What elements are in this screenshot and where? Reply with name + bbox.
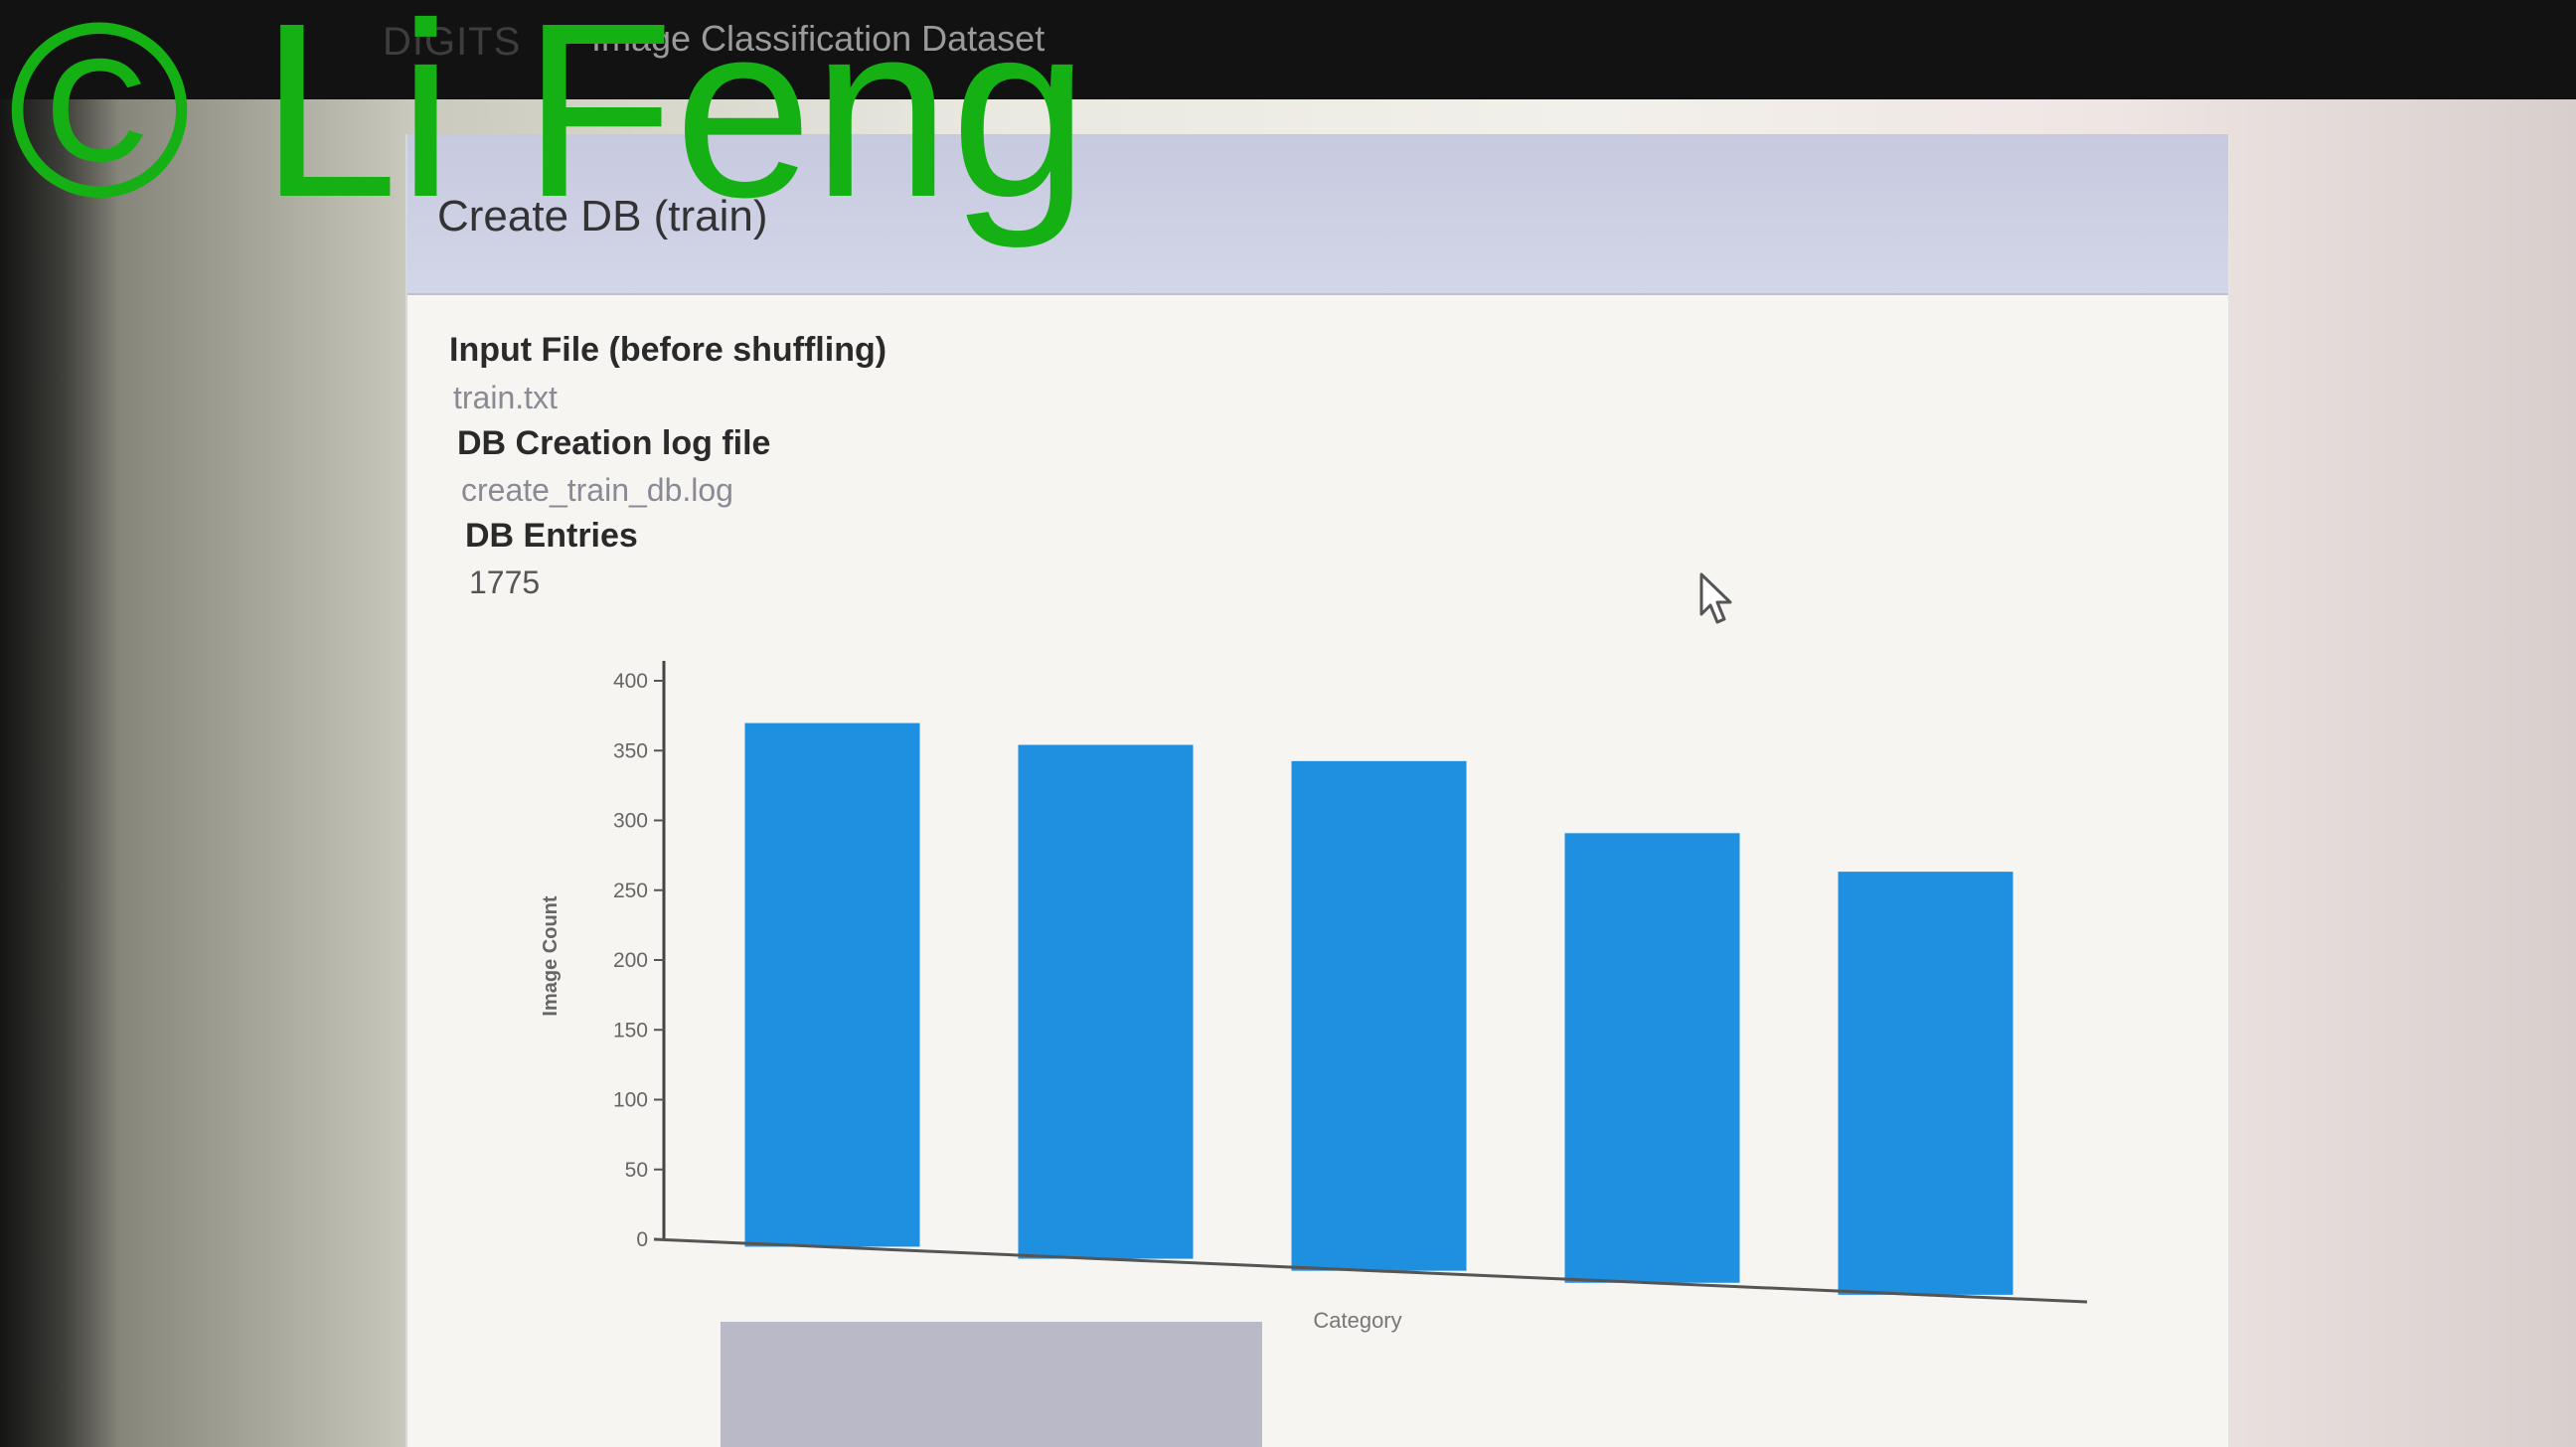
y-tick-label: 400 <box>613 670 648 693</box>
panel-title: Create DB (train) <box>437 192 768 241</box>
x-axis-line <box>653 1237 2088 1304</box>
input-file-label: Input File (before shuffling) <box>449 331 887 369</box>
y-tick-label: 300 <box>613 810 648 833</box>
y-tick-label: 350 <box>613 739 648 762</box>
y-tick-label: 150 <box>613 1019 648 1042</box>
y-tick-label: 0 <box>636 1228 648 1251</box>
y-axis-ticks: 0 50 100 150 200 250 300 350 400 <box>613 670 664 1251</box>
y-tick-label: 50 <box>625 1159 648 1182</box>
input-file-value[interactable]: train.txt <box>453 380 558 415</box>
screen-edge-shadow <box>0 99 119 1447</box>
chart-bars <box>744 723 2013 1295</box>
bar-4[interactable] <box>1564 833 1740 1283</box>
x-axis-label: Category <box>1313 1308 1401 1333</box>
bar-2[interactable] <box>1018 744 1194 1259</box>
y-tick-label: 200 <box>613 949 648 972</box>
panel-heading: Create DB (train) <box>407 134 2228 295</box>
bar-5[interactable] <box>1838 872 2013 1295</box>
db-log-label: DB Creation log file <box>457 424 771 462</box>
db-log-value[interactable]: create_train_db.log <box>461 472 733 508</box>
next-panel-preview <box>721 1322 1262 1447</box>
top-navbar: DIGITS Image Classification Dataset <box>0 0 2576 99</box>
brand-logo[interactable]: DIGITS <box>383 20 522 64</box>
mouse-cursor-icon <box>1699 572 1732 624</box>
y-axis-label: Image Count <box>540 895 562 1016</box>
bar-1[interactable] <box>744 723 920 1247</box>
db-entries-label: DB Entries <box>465 517 638 555</box>
y-tick-label: 100 <box>613 1089 648 1112</box>
bar-3[interactable] <box>1291 760 1467 1271</box>
copyright-watermark: © Li Feng <box>8 0 1089 248</box>
nav-page-title[interactable]: Image Classification Dataset <box>591 18 1046 59</box>
y-tick-label: 250 <box>613 880 648 902</box>
db-entries-value: 1775 <box>469 564 541 600</box>
